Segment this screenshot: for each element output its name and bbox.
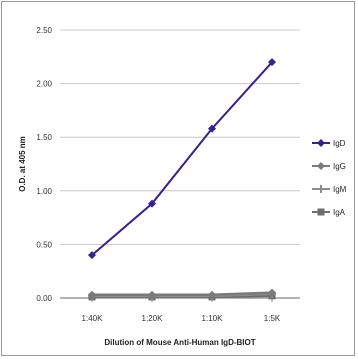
legend-item-IgM: IgM bbox=[312, 185, 347, 194]
x-tick-labels: 1:40K 1:20K 1:10K 1:5K bbox=[82, 298, 281, 323]
x-axis-title: Dilution of Mouse Anti-Human IgD-BIOT bbox=[104, 338, 255, 347]
legend-item-IgD: IgD bbox=[312, 139, 346, 148]
point-IgG-1:10K bbox=[208, 290, 216, 299]
legend-item-IgG: IgG bbox=[312, 162, 346, 171]
point-IgD-1:20K bbox=[148, 199, 156, 208]
line-IgG bbox=[92, 291, 273, 297]
legend-swatch-marker-IgM bbox=[317, 185, 325, 193]
series-IgD bbox=[88, 58, 276, 260]
x-tick-1:5K: 1:5K bbox=[264, 314, 281, 323]
y-tick-0.00: 0.00 bbox=[36, 294, 52, 303]
y-tick-2.50: 2.50 bbox=[36, 26, 52, 35]
legend-label-IgM: IgM bbox=[333, 185, 347, 194]
y-tick-0.50: 0.50 bbox=[36, 240, 52, 249]
x-tick-1:10K: 1:10K bbox=[202, 314, 224, 323]
y-tick-2.00: 2.00 bbox=[36, 80, 52, 89]
series-IgG bbox=[88, 288, 276, 299]
legend-swatch-marker-IgA bbox=[317, 208, 325, 216]
line-IgD bbox=[91, 61, 273, 256]
point-IgD-1:10K bbox=[208, 124, 216, 133]
point-IgG-1:40K bbox=[88, 290, 96, 299]
x-tick-1:20K: 1:20K bbox=[142, 314, 164, 323]
legend: IgD IgG IgM IgA bbox=[312, 139, 347, 217]
legend-swatch-marker-IgG bbox=[317, 162, 325, 170]
y-tick-1.00: 1.00 bbox=[36, 187, 52, 196]
legend-swatch-marker-IgD bbox=[317, 139, 325, 147]
legend-label-IgD: IgD bbox=[333, 139, 346, 148]
y-tick-1.50: 1.50 bbox=[36, 133, 52, 142]
series-lines bbox=[88, 58, 276, 301]
y-axis-title: O.D. at 405 nm bbox=[18, 136, 27, 192]
y-tick-labels: 0.00 0.50 1.00 1.50 2.00 2.50 bbox=[36, 26, 52, 303]
legend-item-IgA: IgA bbox=[312, 208, 346, 217]
point-IgG-1:20K bbox=[148, 290, 156, 299]
point-IgG-1:5K bbox=[268, 288, 276, 297]
x-tick-1:40K: 1:40K bbox=[82, 314, 104, 323]
legend-label-IgA: IgA bbox=[333, 208, 346, 217]
legend-label-IgG: IgG bbox=[333, 162, 346, 171]
point-IgD-1:40K bbox=[88, 251, 96, 260]
point-IgD-1:5K bbox=[268, 58, 276, 67]
